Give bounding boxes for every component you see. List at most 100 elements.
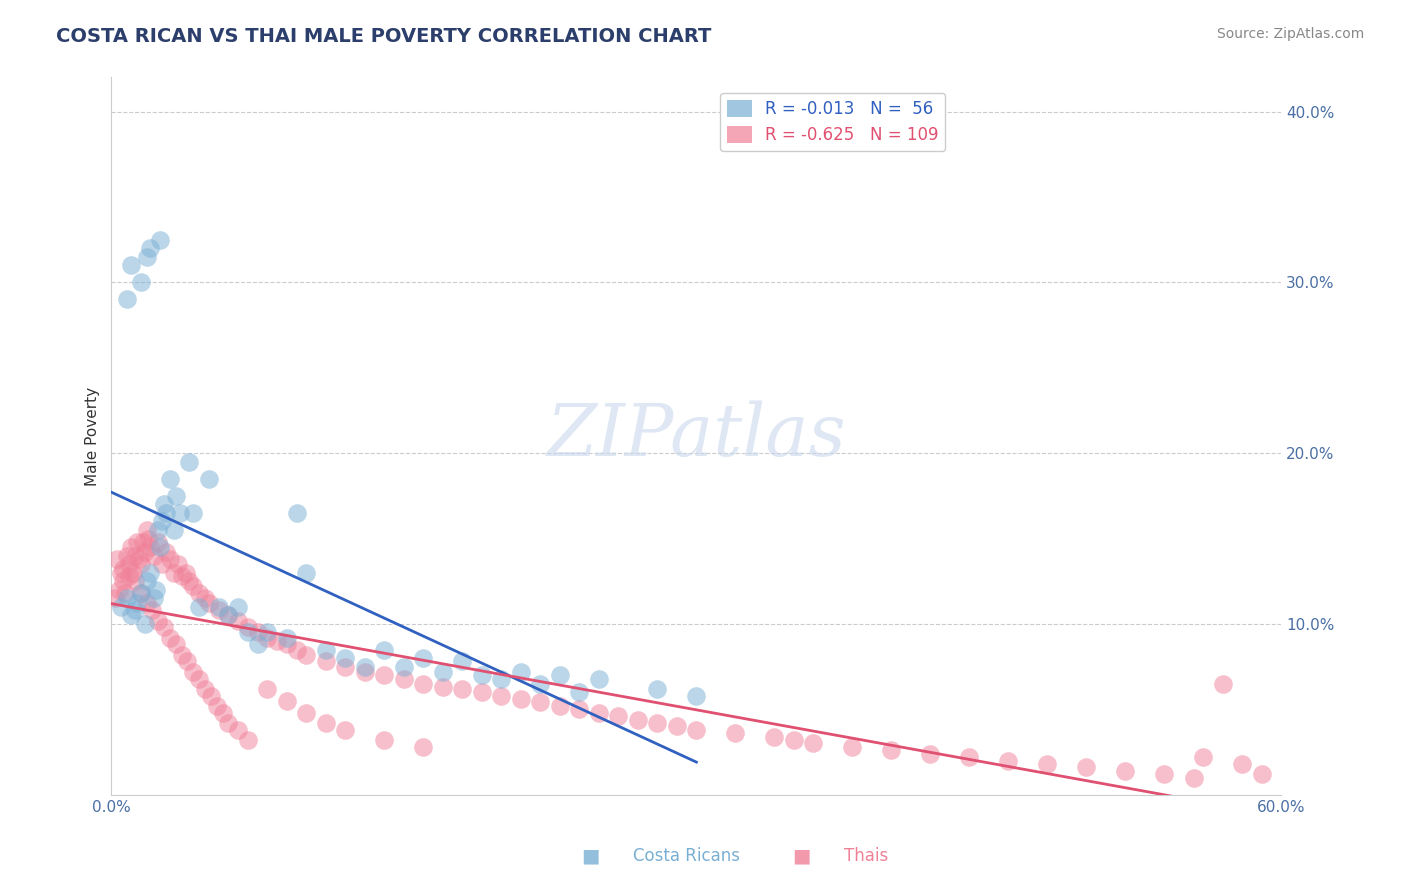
Point bbox=[1036, 756, 1059, 771]
Point bbox=[236, 625, 259, 640]
Point bbox=[276, 631, 298, 645]
Point bbox=[135, 250, 157, 264]
Point bbox=[148, 614, 170, 628]
Point bbox=[153, 497, 176, 511]
Point bbox=[115, 293, 138, 307]
Point bbox=[432, 680, 454, 694]
Point bbox=[1182, 771, 1205, 785]
Point bbox=[236, 620, 259, 634]
Point bbox=[392, 659, 415, 673]
Point bbox=[148, 535, 170, 549]
Point bbox=[588, 706, 610, 720]
Point bbox=[125, 596, 148, 610]
Point bbox=[159, 552, 181, 566]
Text: ZIPatlas: ZIPatlas bbox=[547, 401, 846, 471]
Point bbox=[120, 258, 142, 272]
Point bbox=[373, 642, 395, 657]
Point bbox=[124, 603, 146, 617]
Point bbox=[166, 557, 188, 571]
Point bbox=[205, 698, 228, 713]
Point bbox=[165, 489, 187, 503]
Point bbox=[1114, 764, 1136, 778]
Point bbox=[1212, 676, 1234, 690]
Text: COSTA RICAN VS THAI MALE POVERTY CORRELATION CHART: COSTA RICAN VS THAI MALE POVERTY CORRELA… bbox=[56, 27, 711, 45]
Point bbox=[141, 603, 163, 617]
Point bbox=[139, 241, 162, 255]
Point bbox=[174, 566, 197, 580]
Point bbox=[149, 540, 172, 554]
Point bbox=[1251, 767, 1274, 781]
Point bbox=[181, 665, 204, 679]
Point bbox=[432, 665, 454, 679]
Point bbox=[335, 723, 357, 737]
Point bbox=[163, 566, 186, 580]
Point bbox=[568, 702, 591, 716]
Point bbox=[165, 637, 187, 651]
Point bbox=[153, 620, 176, 634]
Point bbox=[179, 455, 201, 469]
Point bbox=[246, 637, 269, 651]
Point bbox=[159, 472, 181, 486]
Point bbox=[169, 506, 191, 520]
Point bbox=[198, 596, 221, 610]
Point bbox=[129, 586, 152, 600]
Point bbox=[529, 676, 551, 690]
Point bbox=[295, 706, 318, 720]
Point bbox=[724, 726, 747, 740]
Point bbox=[256, 625, 278, 640]
Point bbox=[217, 608, 239, 623]
Point bbox=[135, 574, 157, 589]
Text: Costa Ricans: Costa Ricans bbox=[633, 847, 740, 865]
Point bbox=[647, 681, 669, 696]
Point bbox=[763, 730, 786, 744]
Point bbox=[148, 523, 170, 537]
Point bbox=[627, 713, 650, 727]
Point bbox=[412, 651, 434, 665]
Point bbox=[412, 739, 434, 754]
Point bbox=[208, 603, 231, 617]
Point bbox=[295, 648, 318, 662]
Point bbox=[149, 233, 172, 247]
Point bbox=[135, 596, 157, 610]
Point bbox=[295, 566, 318, 580]
Point bbox=[354, 665, 377, 679]
Point bbox=[1153, 767, 1175, 781]
Point bbox=[188, 586, 211, 600]
Point bbox=[194, 591, 217, 606]
Point bbox=[188, 672, 211, 686]
Point bbox=[276, 637, 298, 651]
Point bbox=[114, 586, 136, 600]
Legend: R = -0.013   N =  56, R = -0.625   N = 109: R = -0.013 N = 56, R = -0.625 N = 109 bbox=[720, 93, 945, 151]
Point bbox=[647, 716, 669, 731]
Point bbox=[115, 549, 138, 563]
Point bbox=[607, 709, 630, 723]
Point bbox=[392, 672, 415, 686]
Point bbox=[208, 599, 231, 614]
Point bbox=[131, 535, 153, 549]
Point bbox=[143, 549, 166, 563]
Point bbox=[163, 523, 186, 537]
Point bbox=[181, 579, 204, 593]
Point bbox=[108, 582, 131, 597]
Point bbox=[179, 574, 201, 589]
Point bbox=[135, 523, 157, 537]
Point bbox=[121, 566, 143, 580]
Point bbox=[548, 698, 571, 713]
Point bbox=[491, 689, 513, 703]
Point bbox=[568, 685, 591, 699]
Point bbox=[159, 631, 181, 645]
Point bbox=[118, 557, 141, 571]
Point bbox=[170, 648, 193, 662]
Point bbox=[134, 616, 156, 631]
Point bbox=[139, 566, 162, 580]
Point bbox=[491, 672, 513, 686]
Point bbox=[194, 681, 217, 696]
Point bbox=[509, 692, 531, 706]
Point bbox=[509, 665, 531, 679]
Point bbox=[138, 532, 160, 546]
Point bbox=[266, 634, 288, 648]
Point bbox=[471, 685, 494, 699]
Point bbox=[176, 655, 198, 669]
Text: ■: ■ bbox=[792, 847, 811, 866]
Point bbox=[354, 659, 377, 673]
